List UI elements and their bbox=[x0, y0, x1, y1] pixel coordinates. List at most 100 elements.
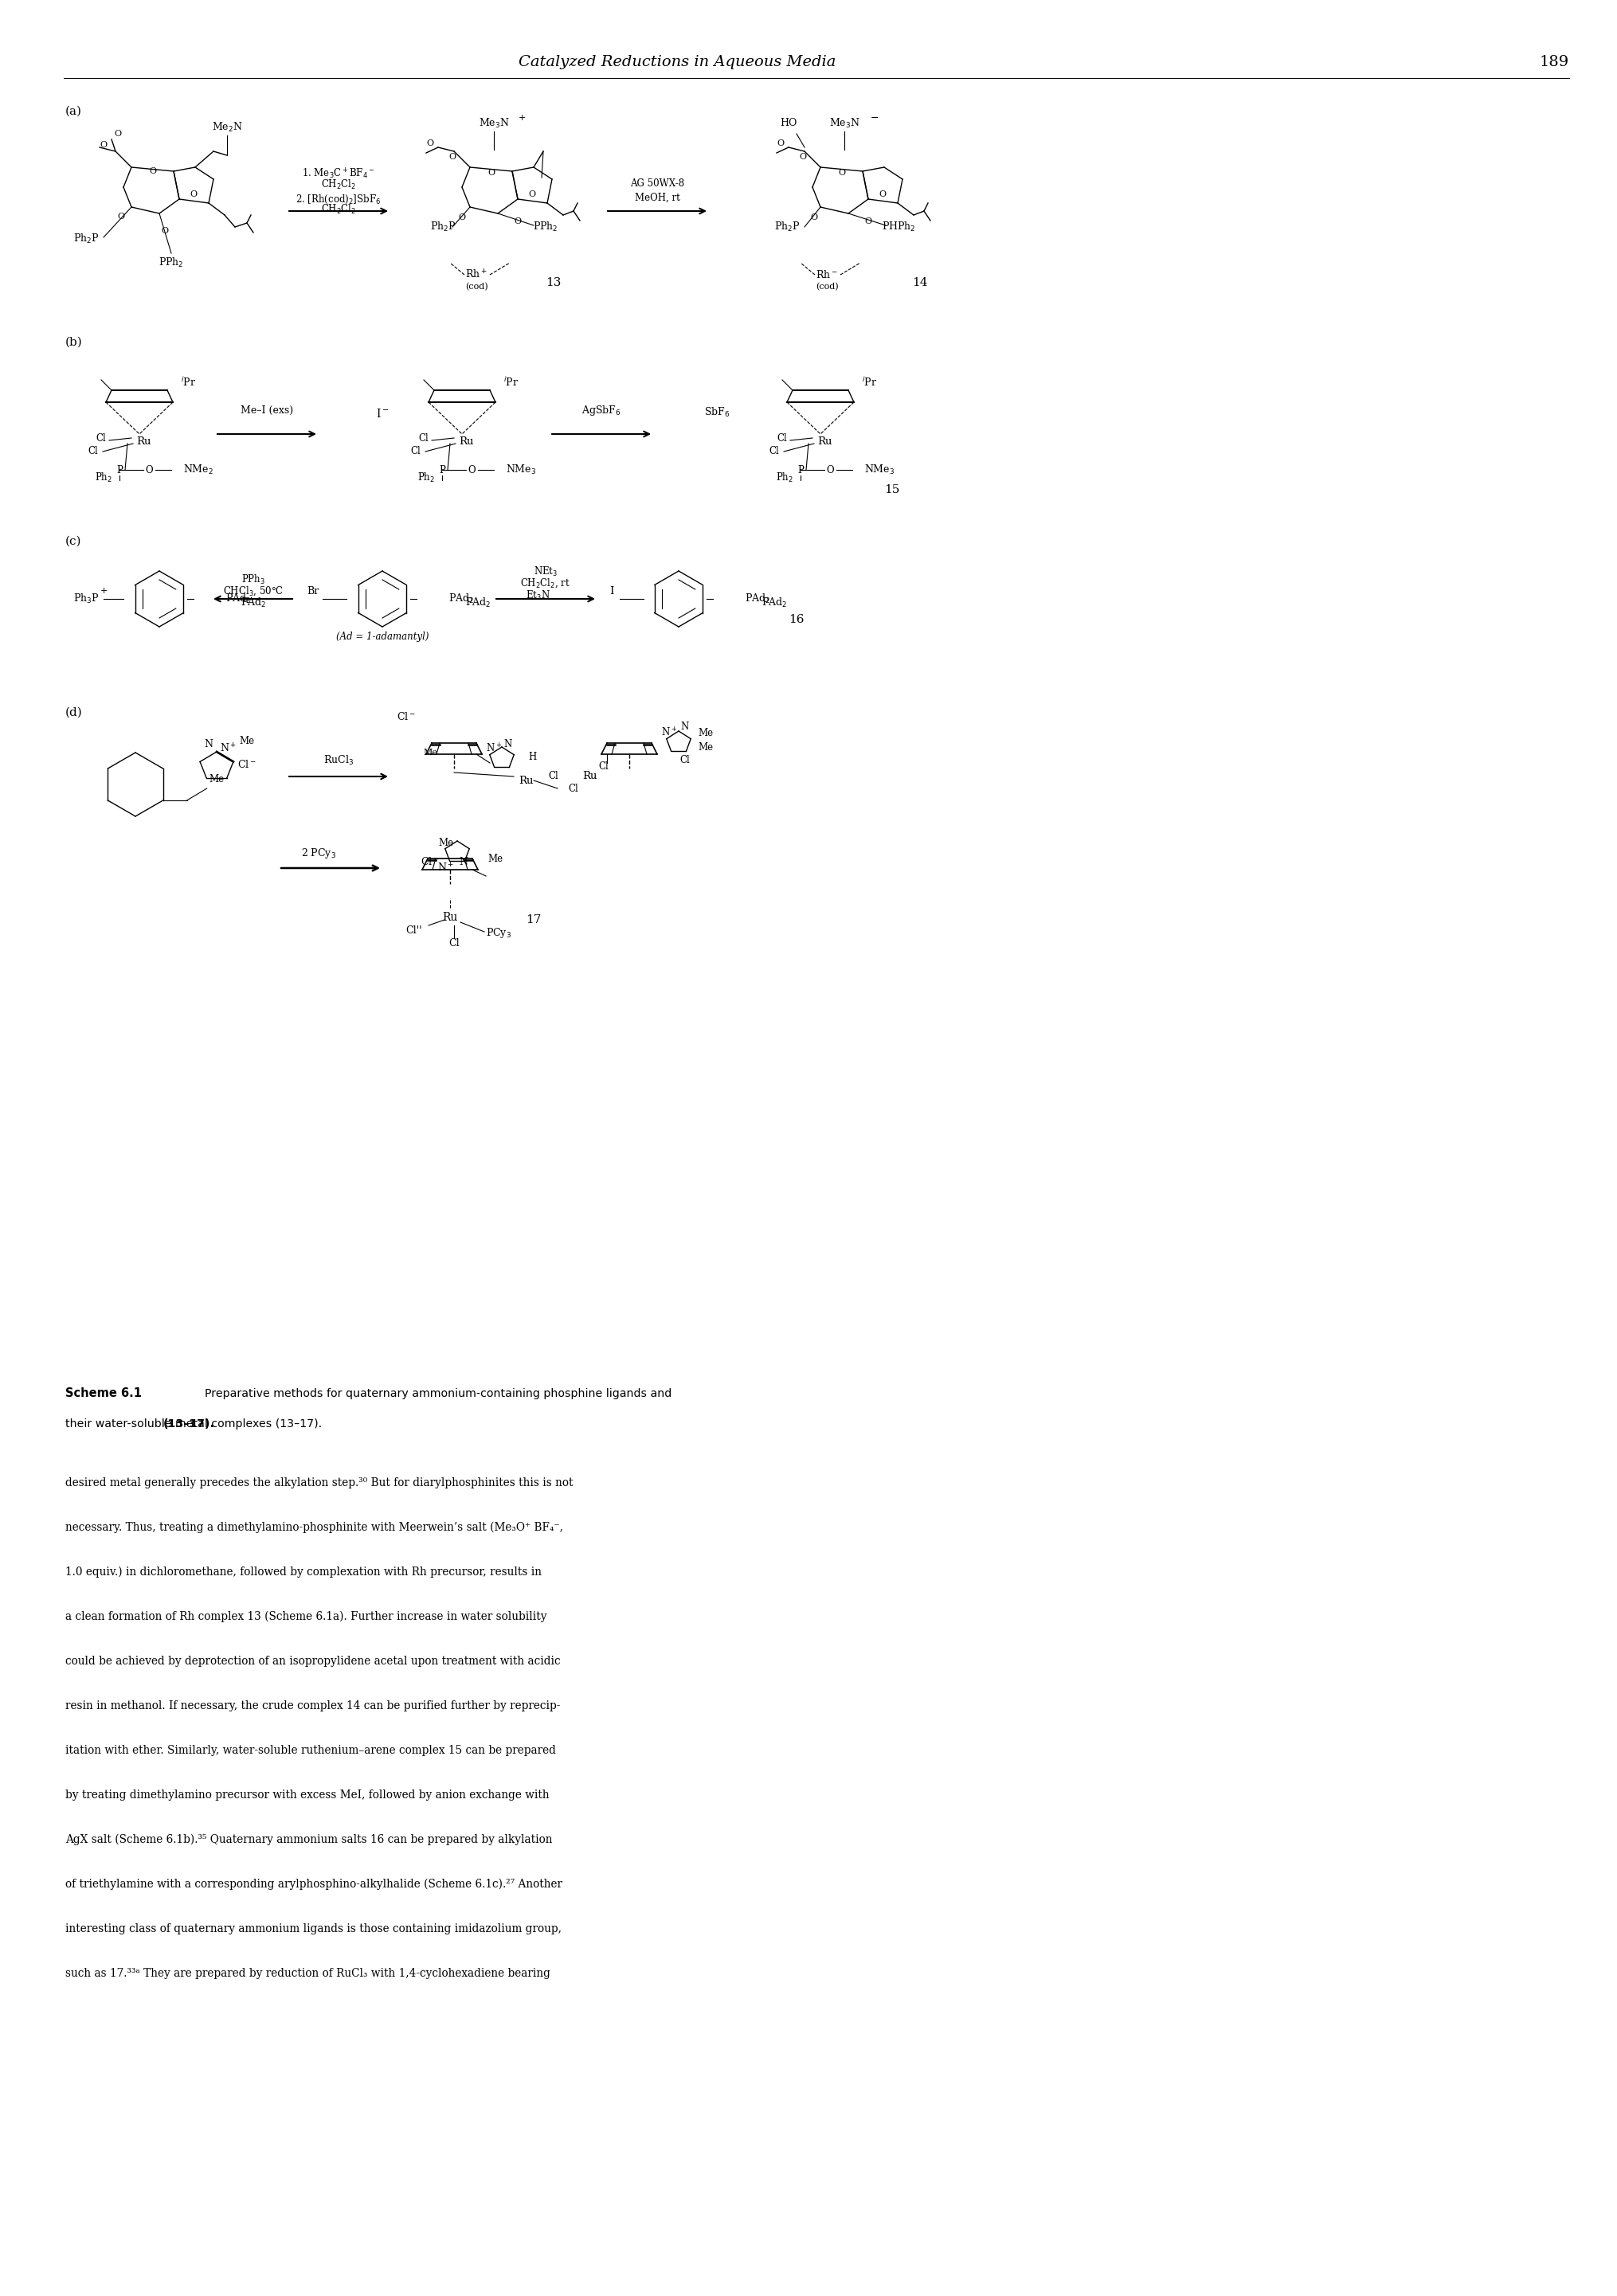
Text: 1.0 equiv.) in dichloromethane, followed by complexation with Rh precursor, resu: 1.0 equiv.) in dichloromethane, followed… bbox=[65, 1566, 542, 1577]
Text: Ru: Ru bbox=[443, 912, 458, 923]
Text: 14: 14 bbox=[912, 278, 928, 289]
Text: NMe$_3$: NMe$_3$ bbox=[863, 464, 894, 475]
Text: Me$_3$N: Me$_3$N bbox=[830, 117, 860, 131]
Text: MeOH, rt: MeOH, rt bbox=[634, 193, 679, 202]
Text: necessary. Thus, treating a dimethylamino-phosphinite with Meerwein’s salt (Me₃O: necessary. Thus, treating a dimethylamin… bbox=[65, 1522, 563, 1534]
Text: Cl$^-$: Cl$^-$ bbox=[238, 760, 257, 769]
Text: interesting class of quaternary ammonium ligands is those containing imidazolium: interesting class of quaternary ammonium… bbox=[65, 1924, 561, 1936]
Text: H: H bbox=[529, 751, 537, 762]
Text: PAd$_2$: PAd$_2$ bbox=[466, 597, 492, 608]
Text: Rh$^-$: Rh$^-$ bbox=[817, 269, 838, 280]
Text: PAd$_2$: PAd$_2$ bbox=[448, 592, 474, 606]
Text: I$^-$: I$^-$ bbox=[375, 409, 390, 420]
Text: N: N bbox=[681, 721, 689, 732]
Text: a clean formation of Rh complex 13 (Scheme 6.1a). Further increase in water solu: a clean formation of Rh complex 13 (Sche… bbox=[65, 1612, 547, 1623]
Text: (13–17).: (13–17). bbox=[163, 1419, 215, 1430]
Text: Et$_3$N: Et$_3$N bbox=[526, 590, 550, 602]
Text: O: O bbox=[162, 227, 168, 234]
Text: CH$_2$Cl$_2$: CH$_2$Cl$_2$ bbox=[320, 202, 356, 216]
Text: N$^+$: N$^+$ bbox=[485, 742, 501, 755]
Text: 13: 13 bbox=[547, 278, 561, 289]
Text: Me: Me bbox=[487, 854, 503, 863]
Text: O: O bbox=[427, 140, 433, 147]
Text: Cl: Cl bbox=[548, 771, 559, 781]
Text: PAd$_2$: PAd$_2$ bbox=[762, 597, 787, 608]
Text: $^i$Pr: $^i$Pr bbox=[503, 377, 519, 388]
Text: Br: Br bbox=[307, 585, 319, 597]
Text: Ru: Ru bbox=[136, 436, 150, 448]
Text: O: O bbox=[467, 464, 475, 475]
Text: O: O bbox=[100, 140, 107, 149]
Text: Ru: Ru bbox=[519, 776, 534, 785]
Text: 2. [Rh(cod)$_2$]SbF$_6$: 2. [Rh(cod)$_2$]SbF$_6$ bbox=[296, 193, 382, 204]
Text: Cl$^-$: Cl$^-$ bbox=[420, 856, 440, 868]
Text: HO: HO bbox=[779, 119, 797, 129]
Text: O: O bbox=[529, 191, 535, 197]
Text: $^i$Pr: $^i$Pr bbox=[181, 377, 196, 388]
Text: O: O bbox=[826, 464, 834, 475]
Text: PPh$_2$: PPh$_2$ bbox=[158, 257, 184, 269]
Text: (d): (d) bbox=[65, 707, 82, 719]
Text: Cl: Cl bbox=[681, 755, 690, 767]
Text: 15: 15 bbox=[884, 484, 899, 496]
Text: N: N bbox=[204, 739, 213, 751]
Text: resin in methanol. If necessary, the crude complex 14 can be purified further by: resin in methanol. If necessary, the cru… bbox=[65, 1701, 559, 1711]
Text: O: O bbox=[488, 170, 495, 177]
Text: Cl: Cl bbox=[768, 445, 779, 457]
Text: O: O bbox=[189, 191, 197, 197]
Text: Cl'': Cl'' bbox=[406, 925, 422, 934]
Text: O: O bbox=[450, 154, 456, 161]
Text: RuCl$_3$: RuCl$_3$ bbox=[323, 753, 354, 767]
Text: (c): (c) bbox=[65, 535, 81, 546]
Text: $^i$Pr: $^i$Pr bbox=[862, 377, 876, 388]
Text: desired metal generally precedes the alkylation step.³⁰ But for diarylphosphinit: desired metal generally precedes the alk… bbox=[65, 1476, 572, 1488]
Text: Scheme 6.1: Scheme 6.1 bbox=[65, 1387, 142, 1401]
Text: Me: Me bbox=[239, 735, 254, 746]
Text: 16: 16 bbox=[789, 613, 804, 625]
Text: I: I bbox=[610, 585, 614, 597]
Text: their water-soluble metal complexes (13–17).: their water-soluble metal complexes (13–… bbox=[65, 1419, 322, 1430]
Text: O: O bbox=[146, 464, 152, 475]
Text: Ph$_3$P: Ph$_3$P bbox=[73, 592, 99, 606]
Text: AgSbF$_6$: AgSbF$_6$ bbox=[582, 404, 621, 418]
Text: +: + bbox=[100, 588, 107, 595]
Text: Me–I (exs): Me–I (exs) bbox=[241, 404, 293, 416]
Text: O: O bbox=[458, 214, 466, 220]
Text: 17: 17 bbox=[526, 914, 542, 925]
Text: PAd$_2$: PAd$_2$ bbox=[745, 592, 770, 606]
Text: −: − bbox=[870, 113, 878, 124]
Text: (cod): (cod) bbox=[466, 282, 488, 292]
Text: Me: Me bbox=[699, 742, 713, 753]
Text: 2 PCy$_3$: 2 PCy$_3$ bbox=[301, 847, 336, 861]
Text: O: O bbox=[865, 218, 872, 225]
Text: Me: Me bbox=[438, 838, 454, 847]
Text: NEt$_3$: NEt$_3$ bbox=[534, 565, 558, 579]
Text: Cl: Cl bbox=[95, 434, 107, 443]
Text: (Ad = 1-adamantyl): (Ad = 1-adamantyl) bbox=[336, 631, 429, 643]
Text: Cl: Cl bbox=[411, 445, 420, 457]
Text: PHPh$_2$: PHPh$_2$ bbox=[881, 220, 915, 234]
Text: by treating dimethylamino precursor with excess MeI, followed by anion exchange : by treating dimethylamino precursor with… bbox=[65, 1789, 550, 1800]
Text: O: O bbox=[778, 140, 784, 147]
Text: O: O bbox=[838, 170, 846, 177]
Text: could be achieved by deprotection of an isopropylidene acetal upon treatment wit: could be achieved by deprotection of an … bbox=[65, 1655, 561, 1667]
Text: O: O bbox=[799, 154, 807, 161]
Text: CHCl$_3$, 50$°$C: CHCl$_3$, 50$°$C bbox=[223, 585, 283, 597]
Text: Ph$_2$: Ph$_2$ bbox=[776, 471, 794, 484]
Text: (b): (b) bbox=[65, 338, 82, 349]
Text: N$^+$: N$^+$ bbox=[661, 726, 678, 739]
Text: (cod): (cod) bbox=[815, 282, 838, 292]
Text: Cl: Cl bbox=[569, 783, 579, 794]
Text: O: O bbox=[149, 168, 157, 174]
Text: Ru: Ru bbox=[817, 436, 831, 448]
Text: Ph$_2$: Ph$_2$ bbox=[95, 471, 112, 484]
Text: such as 17.³³ᵃ They are prepared by reduction of RuCl₃ with 1,4-cyclohexadiene b: such as 17.³³ᵃ They are prepared by redu… bbox=[65, 1968, 550, 1979]
Text: Me: Me bbox=[424, 748, 437, 758]
Text: SbF$_6$: SbF$_6$ bbox=[703, 406, 729, 418]
Text: CH$_2$Cl$_2$, rt: CH$_2$Cl$_2$, rt bbox=[521, 576, 571, 590]
Text: N$^+$: N$^+$ bbox=[220, 742, 238, 755]
Text: PAd$_2$: PAd$_2$ bbox=[225, 592, 251, 606]
Text: Catalyzed Reductions in Aqueous Media: Catalyzed Reductions in Aqueous Media bbox=[519, 55, 836, 69]
Text: PCy$_3$: PCy$_3$ bbox=[485, 928, 511, 939]
Text: Cl: Cl bbox=[87, 445, 99, 457]
